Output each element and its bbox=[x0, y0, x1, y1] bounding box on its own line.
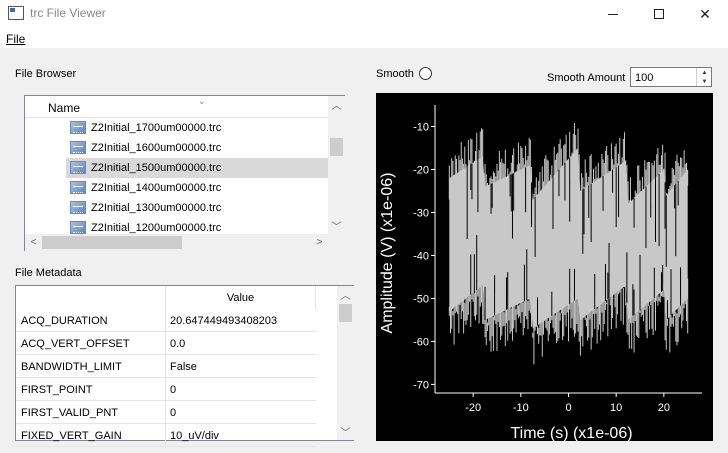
metadata-value: 0 bbox=[170, 407, 177, 419]
spin-buttons: ▲ ▼ bbox=[696, 68, 711, 86]
table-row[interactable]: FIRST_VALID_PNT 0 bbox=[16, 401, 316, 424]
close-button[interactable]: ✕ bbox=[682, 0, 728, 28]
smooth-amount-label: Smooth Amount bbox=[547, 72, 626, 84]
file-row[interactable]: Z2Initial_1300um00000.trc bbox=[66, 198, 328, 218]
x-tick-label: 10 bbox=[610, 402, 622, 414]
file-row[interactable]: Z2Initial_1200um00000.trc bbox=[66, 218, 328, 234]
file-row[interactable]: Z2Initial_1600um00000.trc bbox=[66, 138, 328, 158]
metadata-key: ACQ_DURATION bbox=[16, 309, 166, 331]
metadata-key: FIXED_VERT_GAIN bbox=[16, 424, 166, 446]
scroll-thumb[interactable] bbox=[330, 138, 343, 156]
file-metadata-label: File Metadata bbox=[15, 267, 82, 279]
app-icon bbox=[8, 6, 24, 20]
spin-down-icon[interactable]: ▼ bbox=[701, 78, 708, 85]
trc-file-icon bbox=[70, 141, 86, 154]
scroll-thumb[interactable] bbox=[339, 304, 352, 322]
title-bar: trc File Viewer ✕ bbox=[0, 0, 728, 28]
x-tick-label: 0 bbox=[565, 402, 571, 414]
y-tick-label: -40 bbox=[413, 250, 429, 262]
y-tick-label: -50 bbox=[413, 293, 429, 305]
sort-indicator-icon: ⌄ bbox=[198, 96, 206, 106]
metadata-value: 0 bbox=[170, 384, 177, 396]
table-row[interactable]: ACQ_VERT_OFFSET 0.0 bbox=[16, 332, 316, 355]
y-tick-label: -10 bbox=[413, 121, 429, 133]
file-name: Z2Initial_1200um00000.trc bbox=[91, 222, 222, 234]
plot-canvas: -10 -20 -30 -40 -50 -60 -70 -20 -10 0 10 20 Time (s)… bbox=[379, 105, 702, 441]
file-browser-tree[interactable]: Name ⌄ Z2Initial_1700um00000.trc Z2Initia… bbox=[24, 95, 345, 251]
file-browser-label: File Browser bbox=[15, 68, 77, 80]
metadata-vertical-scrollbar[interactable]: ︿ ﹀ bbox=[337, 286, 354, 440]
table-row[interactable]: ACQ_DURATION 20.647449493408203 bbox=[16, 309, 316, 332]
x-axis-label: Time (s) (x1e-06) bbox=[510, 425, 632, 441]
x-tick-label: -20 bbox=[465, 402, 481, 414]
file-list: Z2Initial_1700um00000.trc Z2Initial_1600u… bbox=[25, 118, 328, 234]
scroll-corner bbox=[328, 234, 345, 251]
scroll-down-icon[interactable]: ﹀ bbox=[340, 428, 351, 439]
file-name: Z2Initial_1400um00000.trc bbox=[91, 182, 222, 194]
file-name: Z2Initial_1500um00000.trc bbox=[91, 162, 222, 174]
minimize-icon bbox=[608, 13, 618, 15]
metadata-value: 20.647449493408203 bbox=[170, 315, 278, 327]
name-column-header[interactable]: Name bbox=[48, 101, 81, 115]
metadata-value: False bbox=[170, 361, 197, 373]
trc-file-icon bbox=[70, 121, 86, 134]
spin-up-icon[interactable]: ▲ bbox=[701, 69, 708, 76]
waveform-plot[interactable]: -10 -20 -30 -40 -50 -60 -70 -20 -10 0 10 20 Time (s)… bbox=[376, 93, 713, 441]
smooth-amount-value[interactable]: 100 bbox=[635, 72, 654, 84]
close-icon: ✕ bbox=[699, 5, 711, 22]
maximize-button[interactable] bbox=[636, 0, 682, 28]
file-row[interactable]: Z2Initial_1700um00000.trc bbox=[66, 118, 328, 138]
x-tick-label: 20 bbox=[658, 402, 670, 414]
file-name: Z2Initial_1600um00000.trc bbox=[91, 142, 222, 154]
trc-file-icon bbox=[70, 181, 86, 194]
y-tick-label: -30 bbox=[413, 207, 429, 219]
scroll-up-icon[interactable]: ︿ bbox=[331, 101, 342, 112]
smooth-radio[interactable] bbox=[419, 67, 432, 80]
tree-header: Name ⌄ bbox=[25, 96, 328, 118]
trc-file-icon bbox=[70, 201, 86, 214]
value-column-header[interactable]: Value bbox=[166, 286, 316, 309]
y-tick-label: -70 bbox=[413, 379, 429, 391]
browser-horizontal-scrollbar[interactable]: < > bbox=[25, 234, 328, 251]
metadata-value: 0.0 bbox=[170, 338, 186, 350]
y-tick-label: -60 bbox=[413, 336, 429, 348]
metadata-value: 10_uV/div bbox=[170, 430, 219, 442]
smooth-label: Smooth bbox=[376, 68, 414, 80]
file-row[interactable]: Z2Initial_1500um00000.trc bbox=[66, 158, 328, 178]
metadata-table: Value ACQ_DURATION 20.647449493408203 ACQ_… bbox=[15, 285, 354, 447]
y-axis-label: Amplitude (V) (x1e-06) bbox=[379, 173, 396, 334]
metadata-key: BANDWIDTH_LIMIT bbox=[16, 355, 166, 377]
scroll-down-icon[interactable]: ﹀ bbox=[331, 222, 342, 233]
scroll-left-icon[interactable]: < bbox=[30, 237, 37, 248]
table-row[interactable]: BANDWIDTH_LIMIT False bbox=[16, 355, 316, 378]
table-corner bbox=[16, 286, 166, 309]
smooth-amount-spinbox[interactable]: 100 ▲ ▼ bbox=[630, 67, 712, 87]
maximize-icon bbox=[654, 9, 664, 19]
y-tick-label: -20 bbox=[413, 164, 429, 176]
table-row[interactable]: FIXED_VERT_GAIN 10_uV/div bbox=[16, 424, 316, 447]
table-row[interactable]: FIRST_POINT 0 bbox=[16, 378, 316, 401]
window-title: trc File Viewer bbox=[30, 6, 106, 20]
menu-file[interactable]: File bbox=[6, 32, 26, 46]
file-name: Z2Initial_1700um00000.trc bbox=[91, 122, 222, 134]
menu-bar: File bbox=[0, 28, 728, 48]
browser-vertical-scrollbar[interactable]: ︿ ﹀ bbox=[328, 96, 345, 234]
scroll-up-icon[interactable]: ︿ bbox=[340, 291, 351, 302]
scroll-right-icon[interactable]: > bbox=[316, 237, 323, 248]
metadata-key: ACQ_VERT_OFFSET bbox=[16, 332, 166, 354]
trc-file-icon bbox=[70, 161, 86, 174]
x-tick-label: -10 bbox=[513, 402, 529, 414]
file-name: Z2Initial_1300um00000.trc bbox=[91, 202, 222, 214]
metadata-header: Value bbox=[16, 286, 337, 309]
metadata-key: FIRST_VALID_PNT bbox=[16, 401, 166, 423]
trc-file-icon bbox=[70, 221, 86, 234]
file-row[interactable]: Z2Initial_1400um00000.trc bbox=[66, 178, 328, 198]
minimize-button[interactable] bbox=[590, 0, 636, 28]
metadata-key: FIRST_POINT bbox=[16, 378, 166, 400]
horizontal-scroll-thumb[interactable] bbox=[42, 236, 182, 249]
